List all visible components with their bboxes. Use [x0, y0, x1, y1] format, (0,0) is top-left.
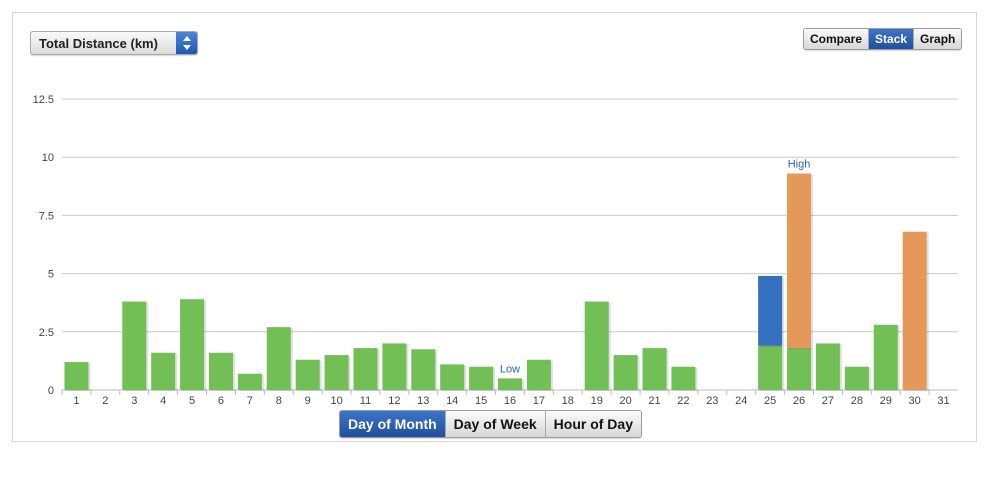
bar-orange-day-26 — [787, 173, 812, 349]
x-tick-label: 29 — [880, 395, 892, 407]
x-tick-label: 31 — [937, 395, 949, 407]
x-tick-label: 9 — [305, 395, 311, 407]
x-tick-label: 2 — [102, 395, 108, 407]
x-tick-label: 10 — [330, 395, 342, 407]
x-tick-label: 25 — [764, 395, 776, 407]
bar-green-day-4 — [151, 352, 176, 390]
x-tick-label: 8 — [276, 395, 282, 407]
x-tick-label: 22 — [677, 395, 689, 407]
bar-green-day-7 — [237, 373, 262, 390]
bar-green-day-25 — [758, 345, 783, 390]
annotation-high: High — [788, 158, 811, 170]
metric-select-label: Total Distance (km) — [39, 35, 158, 51]
bar-green-day-15 — [469, 366, 494, 390]
x-tick-label: 13 — [417, 395, 429, 407]
annotation-low: Low — [500, 363, 520, 375]
bar-green-day-8 — [266, 327, 291, 390]
bar-green-day-26 — [787, 348, 812, 390]
bar-green-day-16 — [498, 378, 522, 390]
group-day-of-month-button[interactable]: Day of Month — [340, 411, 445, 437]
x-tick-label: 3 — [131, 395, 137, 407]
group-day-of-week-button[interactable]: Day of Week — [444, 411, 545, 437]
x-tick-label: 23 — [706, 395, 718, 407]
group-hour-of-day-button[interactable]: Hour of Day — [544, 411, 641, 437]
x-tick-label: 19 — [591, 395, 603, 407]
x-tick-label: 30 — [909, 395, 921, 407]
metric-select[interactable]: Total Distance (km) — [30, 31, 198, 55]
bar-green-day-28 — [844, 366, 869, 390]
select-arrows-icon — [176, 32, 197, 54]
grouping-toggle: Day of Month Day of Week Hour of Day — [339, 410, 642, 438]
bar-green-day-21 — [642, 348, 667, 390]
mode-compare-button[interactable]: Compare — [804, 29, 869, 49]
bar-blue-day-25 — [758, 275, 783, 346]
bar-green-day-9 — [295, 359, 320, 390]
x-tick-label: 21 — [648, 395, 660, 407]
x-tick-label: 24 — [735, 395, 747, 407]
bar-green-day-29 — [873, 324, 898, 390]
y-tick-label: 2.5 — [39, 327, 54, 339]
x-tick-label: 18 — [562, 395, 574, 407]
bar-green-day-6 — [208, 352, 233, 390]
x-tick-label: 5 — [189, 395, 195, 407]
bar-green-day-3 — [122, 301, 147, 390]
x-tick-label: 6 — [218, 395, 224, 407]
x-tick-label: 15 — [475, 395, 487, 407]
x-tick-label: 16 — [504, 395, 516, 407]
x-tick-label: 27 — [822, 395, 834, 407]
y-tick-label: 5 — [48, 269, 54, 281]
x-tick-label: 12 — [388, 395, 400, 407]
bar-green-day-19 — [584, 301, 609, 390]
x-tick-label: 1 — [73, 395, 79, 407]
x-tick-label: 28 — [851, 395, 863, 407]
bar-green-day-5 — [180, 299, 205, 390]
y-tick-label: 7.5 — [39, 210, 54, 222]
bar-green-day-27 — [815, 343, 840, 390]
bar-green-day-20 — [613, 355, 638, 390]
x-tick-label: 4 — [160, 395, 166, 407]
x-tick-label: 11 — [360, 395, 371, 407]
x-tick-label: 7 — [247, 395, 253, 407]
x-tick-label: 17 — [533, 395, 545, 407]
bar-green-day-12 — [382, 343, 407, 390]
y-tick-label: 12.5 — [33, 94, 54, 106]
mode-stack-button[interactable]: Stack — [868, 29, 914, 49]
x-tick-label: 26 — [793, 395, 805, 407]
bar-green-day-11 — [353, 348, 378, 390]
bar-orange-day-30 — [902, 231, 927, 390]
bar-green-day-14 — [440, 364, 465, 390]
bar-green-day-17 — [526, 359, 551, 390]
x-tick-label: 20 — [619, 395, 631, 407]
y-tick-label: 10 — [42, 152, 54, 164]
bar-green-day-1 — [64, 362, 89, 390]
bar-green-day-10 — [324, 355, 349, 390]
bar-green-day-13 — [411, 349, 436, 390]
x-tick-label: 14 — [446, 395, 458, 407]
chart-mode-toggle: Compare Stack Graph — [803, 28, 963, 50]
y-tick-label: 0 — [48, 385, 54, 397]
bar-green-day-22 — [671, 366, 696, 390]
mode-graph-button[interactable]: Graph — [913, 29, 962, 49]
